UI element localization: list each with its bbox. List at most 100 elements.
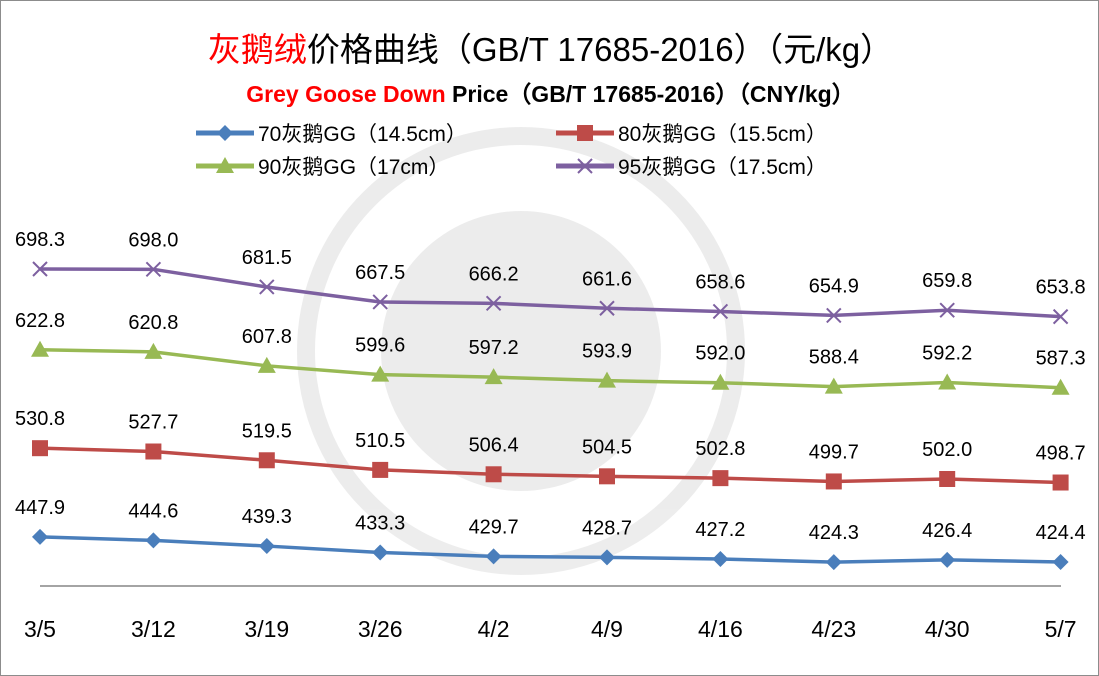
data-label: 654.9 <box>809 275 859 297</box>
data-point-marker <box>32 261 48 277</box>
data-point-marker <box>939 470 956 487</box>
data-point-marker <box>145 443 162 460</box>
data-point-marker <box>216 157 234 173</box>
x-tick-label: 4/23 <box>811 616 856 642</box>
data-label: 653.8 <box>1036 277 1086 299</box>
data-point-marker <box>938 373 957 390</box>
series-1: 447.9 444.6 439.3 433.3 429.7 428.7 427.2 424.3… <box>15 497 1086 571</box>
series-line <box>39 446 1061 485</box>
subtitle-black: Price（GB/T 17685-2016）（CNY/kg） <box>445 81 855 107</box>
data-label: 510.5 <box>355 430 405 452</box>
data-point-marker <box>939 551 956 568</box>
data-point-marker <box>577 125 593 141</box>
data-label: 698.0 <box>128 229 178 251</box>
x-tick-label: 4/16 <box>698 616 743 642</box>
x-tick-label: 5/7 <box>1045 616 1077 642</box>
data-point-marker <box>372 294 388 310</box>
chart-title: 灰鹅绒价格曲线（GB/T 17685-2016）（元/kg） <box>1 23 1098 71</box>
data-point-marker <box>485 466 502 483</box>
data-point-marker <box>599 300 615 316</box>
legend: 70灰鹅GG（14.5cm） 80灰鹅GG（15.5cm） 90灰鹅GG（17cm）… <box>196 123 827 179</box>
data-label: 599.6 <box>355 335 405 357</box>
data-label: 659.8 <box>922 270 972 292</box>
data-point-marker <box>371 365 390 382</box>
data-point-marker <box>484 368 503 385</box>
data-point-marker <box>32 528 48 545</box>
data-label: 428.7 <box>582 517 632 539</box>
legend-item: 70灰鹅GG（14.5cm） <box>196 123 467 146</box>
data-point-marker <box>598 371 616 388</box>
data-point-marker <box>485 548 502 565</box>
data-label: 439.3 <box>242 506 292 528</box>
data-label: 530.8 <box>15 408 65 430</box>
data-label: 429.7 <box>469 516 519 538</box>
data-point-marker <box>259 279 275 295</box>
data-label: 433.3 <box>355 512 405 534</box>
data-point-marker <box>485 295 502 312</box>
data-point-marker <box>31 340 49 357</box>
data-label: 498.7 <box>1036 443 1086 465</box>
data-label: 424.3 <box>809 522 859 544</box>
data-point-marker <box>712 470 729 487</box>
data-label: 592.0 <box>695 343 745 365</box>
data-label: 587.3 <box>1036 348 1086 370</box>
data-point-marker <box>1051 378 1070 395</box>
series-line <box>39 348 1061 390</box>
x-tick-label: 3/12 <box>131 616 176 642</box>
data-label: 527.7 <box>128 412 178 434</box>
data-label: 666.2 <box>469 263 519 285</box>
series-4: 698.3 698.0 681.5 667.5 666.2 661.6 658.6 654.9… <box>15 229 1086 325</box>
x-tick-label: 4/9 <box>591 616 623 642</box>
data-label: 506.4 <box>469 434 519 456</box>
data-label: 698.3 <box>15 229 65 251</box>
data-label: 502.8 <box>695 438 745 460</box>
data-label: 502.0 <box>922 439 972 461</box>
data-label: 588.4 <box>809 347 859 369</box>
data-point-marker <box>599 468 615 485</box>
legend-item: 95灰鹅GG（17.5cm） <box>556 156 827 179</box>
chart-subtitle: Grey Goose Down Price（GB/T 17685-2016）（C… <box>1 75 1098 109</box>
x-tick-label: 3/26 <box>358 616 403 642</box>
data-label: 426.4 <box>922 520 972 542</box>
data-label: 427.2 <box>695 519 745 541</box>
data-label: 681.5 <box>242 247 292 269</box>
data-point-marker <box>145 261 162 278</box>
legend-label: 70灰鹅GG（14.5cm） <box>258 123 467 146</box>
legend-label: 90灰鹅GG（17cm） <box>258 156 449 179</box>
title-red: 灰鹅绒 <box>207 31 307 68</box>
data-label: 667.5 <box>355 262 405 284</box>
legend-label: 80灰鹅GG（15.5cm） <box>618 123 827 146</box>
data-point-marker <box>144 342 163 359</box>
data-point-marker <box>939 302 955 318</box>
data-point-marker <box>1052 474 1069 491</box>
data-point-marker <box>825 554 842 571</box>
data-point-marker <box>145 532 162 549</box>
watermark <box>297 127 745 575</box>
data-label: 424.4 <box>1036 522 1086 544</box>
series-line <box>39 535 1061 564</box>
data-point-marker <box>372 461 389 478</box>
x-tick-label: 4/2 <box>478 616 510 642</box>
data-point-marker <box>258 538 275 555</box>
data-label: 447.9 <box>15 497 65 519</box>
x-tick-label: 4/30 <box>925 616 970 642</box>
data-point-marker <box>32 440 48 457</box>
data-label: 444.6 <box>128 500 178 522</box>
data-label: 658.6 <box>695 271 745 293</box>
data-point-marker <box>711 373 730 390</box>
data-label: 597.2 <box>469 337 519 359</box>
series-line <box>39 267 1061 319</box>
data-label: 620.8 <box>128 312 178 334</box>
data-label: 661.6 <box>582 268 632 290</box>
data-label: 607.8 <box>242 326 292 348</box>
data-point-marker <box>824 377 843 394</box>
x-tick-label: 3/5 <box>24 616 56 642</box>
data-point-marker <box>825 473 842 490</box>
legend-item: 80灰鹅GG（15.5cm） <box>556 123 827 146</box>
data-point-marker <box>372 544 389 561</box>
data-point-marker <box>826 307 842 324</box>
title-black: 价格曲线（GB/T 17685-2016）（元/kg） <box>306 31 894 68</box>
data-point-marker <box>712 551 729 568</box>
data-point-marker <box>217 125 233 141</box>
